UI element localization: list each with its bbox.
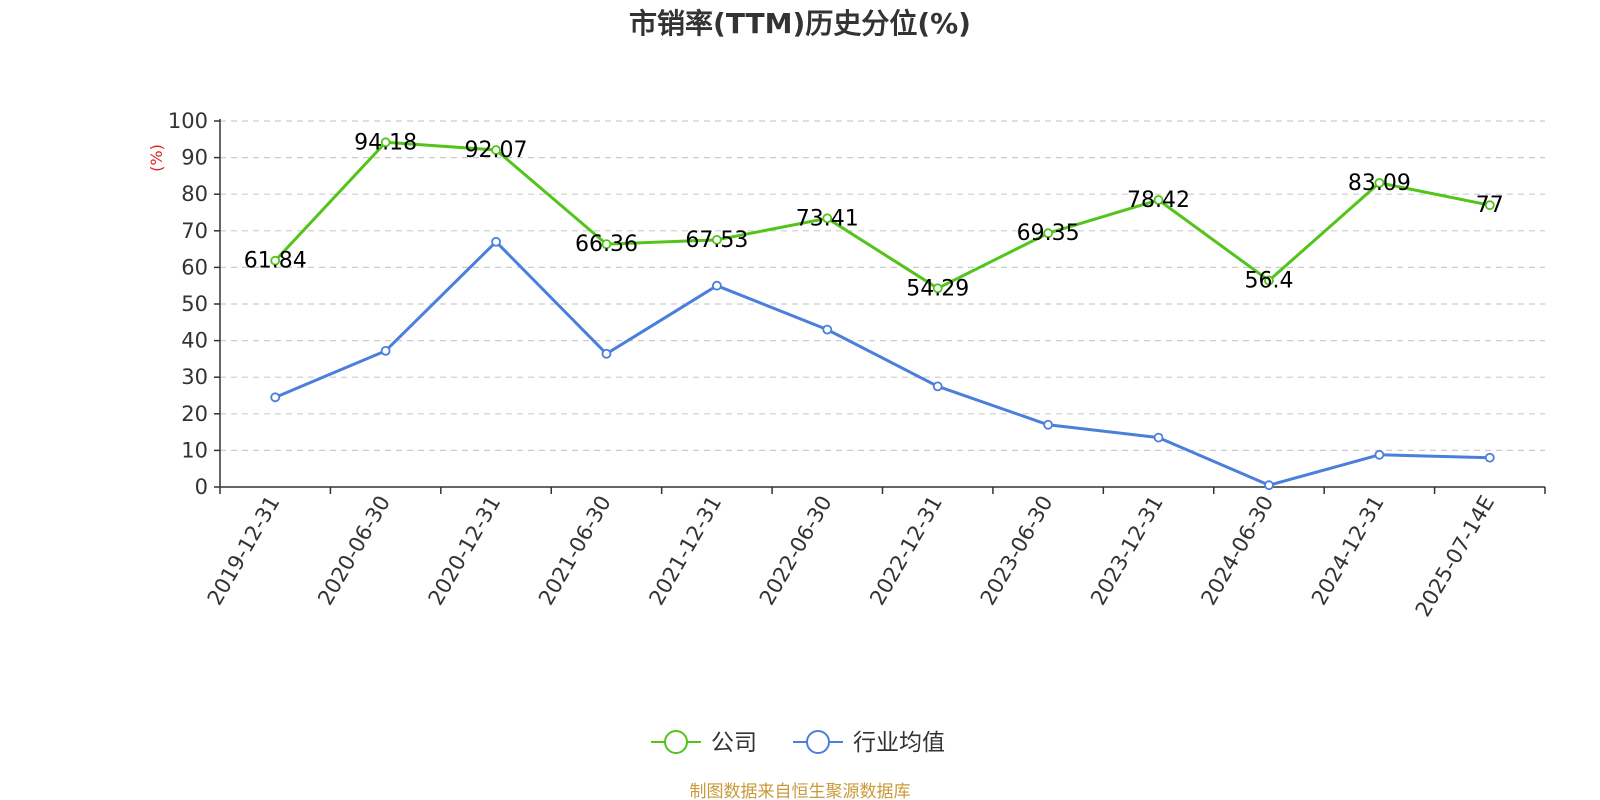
y-tick-label: 50	[181, 292, 208, 316]
data-label: 73.41	[796, 206, 859, 231]
data-point	[270, 392, 281, 403]
x-tick-label: 2019-12-31	[203, 492, 285, 610]
legend[interactable]: 公司 行业均值	[651, 730, 945, 756]
series-2	[270, 236, 1495, 491]
legend-swatch-marker	[664, 730, 688, 754]
data-point	[270, 255, 281, 266]
y-tick-label: 100	[168, 109, 208, 133]
data-label: 56.4	[1244, 269, 1293, 294]
data-label: 78.42	[1127, 188, 1190, 213]
x-tick-label: 2024-12-31	[1307, 492, 1389, 610]
legend-label: 公司	[711, 730, 757, 756]
data-label: 92.07	[465, 138, 528, 163]
x-tick-labels: 2019-12-31 2020-06-30 2020-12-31 2021-06-30…	[203, 491, 1499, 620]
legend-swatch-marker	[806, 730, 830, 754]
data-point	[491, 145, 501, 155]
data-point	[1484, 200, 1495, 211]
x-tick-label: 2020-12-31	[424, 491, 506, 609]
data-point	[711, 280, 722, 291]
y-tick-label: 0	[195, 475, 208, 499]
x-tick-label: 2021-12-31	[644, 492, 726, 610]
source-note: 制图数据来自恒生聚源数据库	[690, 782, 911, 800]
data-point	[601, 239, 612, 250]
data-label: 66.36	[575, 232, 638, 257]
y-tick-label: 80	[181, 182, 208, 206]
data-label: 94.18	[354, 130, 417, 155]
legend-label: 行业均值	[853, 730, 945, 756]
x-tick-label: 2023-06-30	[976, 492, 1058, 610]
data-point	[822, 324, 833, 335]
y-tick-label: 20	[181, 402, 208, 426]
data-label: 83.09	[1348, 171, 1411, 196]
y-tick-label: 60	[181, 255, 208, 279]
data-point	[380, 137, 391, 148]
x-tick-label: 2024-06-30	[1196, 492, 1278, 610]
data-label: 69.35	[1017, 221, 1080, 246]
data-point	[932, 381, 943, 392]
x-tick-label: 2021-06-30	[534, 492, 616, 610]
data-label: 54.29	[906, 276, 969, 301]
y-tick-labels: 0 10 20 30 40 50 60 70 80 90 100	[168, 109, 208, 499]
data-point	[1484, 452, 1495, 463]
y-tick-label: 30	[181, 365, 208, 389]
y-tick-label: 90	[181, 146, 208, 170]
data-label: 77	[1476, 193, 1504, 218]
data-point	[380, 345, 391, 356]
data-point	[1153, 195, 1164, 205]
axes	[214, 119, 1546, 494]
x-tick-label: 2022-12-31	[865, 491, 947, 609]
data-label: 67.53	[685, 228, 748, 253]
data-point	[1374, 449, 1385, 460]
x-tick-label: 2023-12-31	[1086, 492, 1168, 610]
data-point	[1264, 275, 1274, 286]
y-tick-label: 40	[181, 329, 208, 353]
legend-item-2[interactable]: 行业均值	[793, 730, 945, 756]
data-point	[1374, 177, 1385, 188]
data-point	[932, 283, 943, 294]
y-tick-label: 70	[181, 219, 208, 243]
y-axis-label: (%)	[147, 144, 166, 172]
series-1: 61.84 94.18 92.07 66.36 67.53 73.41 54.29 69.35…	[244, 130, 1504, 301]
x-tick-label: 2022-06-30	[755, 492, 837, 610]
data-point	[822, 213, 833, 224]
chart-title: 市销率(TTM)历史分位(%)	[629, 7, 971, 40]
series-group: 61.84 94.18 92.07 66.36 67.53 73.41 54.29 69.35…	[244, 130, 1504, 491]
y-tick-label: 10	[181, 438, 208, 462]
grid-lines	[220, 120, 1545, 451]
data-point	[711, 234, 722, 245]
data-point	[1264, 480, 1274, 491]
data-point	[601, 348, 612, 359]
data-label: 61.84	[244, 249, 307, 274]
data-point	[1043, 228, 1054, 239]
data-point	[1043, 419, 1054, 430]
series-line	[274, 140, 1491, 290]
x-tick-label: 2020-06-30	[313, 492, 395, 610]
series-line	[274, 240, 1490, 487]
x-tick-label: 2025-07-14E	[1411, 492, 1499, 621]
data-point	[1153, 432, 1164, 443]
legend-item-1[interactable]: 公司	[651, 730, 757, 756]
data-point	[491, 236, 501, 247]
